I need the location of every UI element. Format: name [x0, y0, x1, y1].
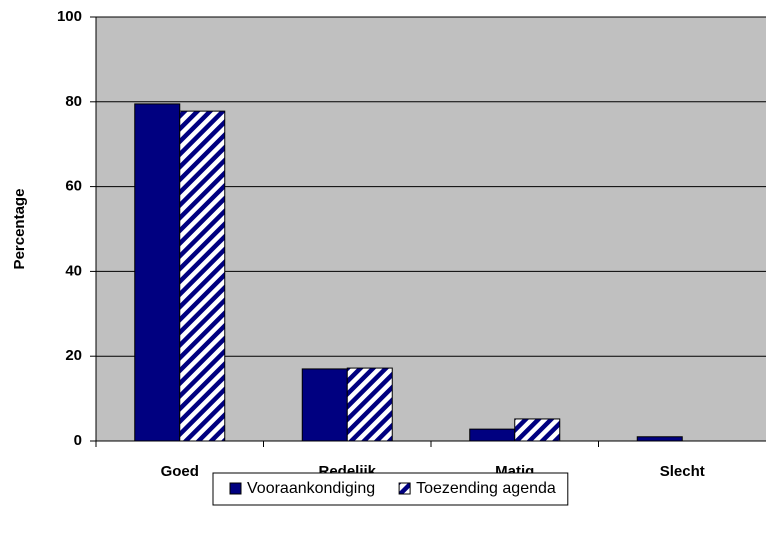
bar [636, 436, 683, 442]
y-tick-label: 60 [65, 178, 82, 195]
bar [514, 418, 561, 442]
bar [346, 367, 393, 442]
x-tick-label: Slecht [660, 463, 705, 480]
y-tick-label: 0 [74, 432, 82, 449]
y-axis-label: Percentage [11, 189, 28, 270]
legend-swatch [229, 482, 242, 495]
y-tick-label: 80 [65, 93, 82, 110]
bar [179, 110, 226, 442]
y-tick-label: 100 [57, 8, 82, 25]
bar [301, 368, 348, 442]
legend-label: Vooraankondiging [247, 480, 375, 497]
legend-swatch [398, 482, 411, 495]
legend-label: Toezending agenda [416, 480, 556, 497]
y-tick-label: 40 [65, 262, 82, 279]
legend: Vooraankondiging Toezending agenda [212, 472, 569, 506]
bar [469, 428, 516, 442]
y-tick-label: 20 [65, 347, 82, 364]
legend-box [212, 472, 569, 506]
bar [134, 103, 181, 442]
x-tick-label: Goed [161, 463, 199, 480]
